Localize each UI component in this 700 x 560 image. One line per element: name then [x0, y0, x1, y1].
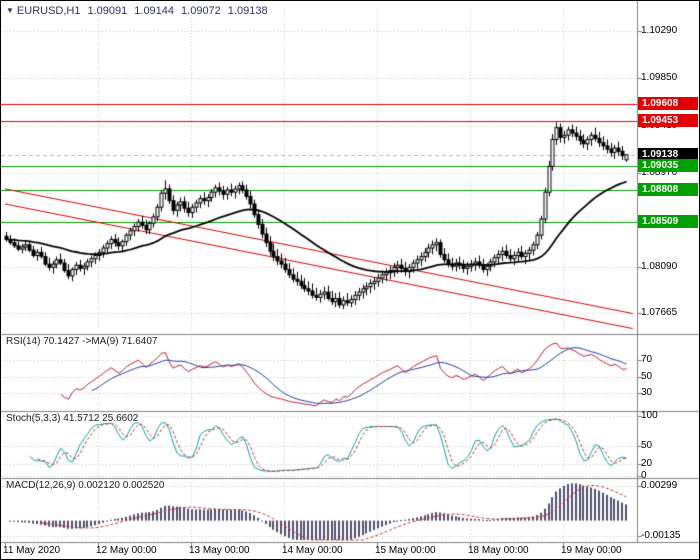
price-axis-tick-label: 1.10290 [641, 25, 678, 36]
stochastic-indicator-label: Stoch(5,3,3) 41.5712 25.6602 [6, 413, 139, 424]
time-axis-label: 19 May 00:00 [561, 545, 622, 556]
symbol-dropdown-arrow-icon: ▼ [6, 6, 14, 15]
rsi-indicator-label: RSI(14) 70.1427 ->MA(9) 71.6407 [6, 336, 158, 347]
chart-header: ▼ EURUSD,H1 1.09091 1.09144 1.09072 1.09138 [6, 5, 268, 17]
rsi-axis-tick-label: 50 [641, 371, 653, 382]
time-axis-label: 18 May 00:00 [468, 545, 529, 556]
price-level-box-resistance: 1.09453 [638, 114, 698, 127]
time-axis-label: 11 May 2020 [3, 545, 61, 556]
macd-axis-tick-label: 0.00299 [641, 480, 678, 491]
time-axis-label: 15 May 00:00 [375, 545, 436, 556]
stoch-axis-tick-label: 0 [641, 470, 647, 481]
time-axis-label: 12 May 00:00 [96, 545, 157, 556]
price-axis-tick-label: 1.08090 [641, 261, 678, 272]
price-axis-tick-label: 1.07665 [641, 307, 678, 318]
stoch-axis-tick-label: 100 [641, 410, 658, 421]
macd-indicator-label: MACD(12,26,9) 0.002120 0.002520 [6, 480, 165, 491]
rsi-axis-tick-label: 70 [641, 354, 653, 365]
price-level-box-support: 1.09035 [638, 159, 698, 172]
quote-low: 1.09072 [181, 5, 221, 17]
price-level-box-support: 1.08808 [638, 183, 698, 196]
price-level-box-support: 1.08509 [638, 215, 698, 228]
price-level-box-current: 1.09138 [638, 148, 698, 161]
time-axis-label: 14 May 00:00 [282, 545, 343, 556]
quote-close: 1.09138 [227, 5, 268, 17]
symbol-period-label: EURUSD,H1 [16, 5, 81, 17]
quote-high: 1.09144 [134, 5, 175, 17]
macd-axis-tick-label: -0.00135 [641, 530, 681, 541]
price-level-box-resistance: 1.09608 [638, 97, 698, 110]
stoch-axis-tick-label: 50 [641, 440, 653, 451]
price-axis-tick-label: 1.09850 [641, 72, 678, 83]
stoch-axis-tick-label: 20 [641, 458, 653, 469]
rsi-axis-tick-label: 30 [641, 387, 653, 398]
time-axis-label: 13 May 00:00 [189, 545, 250, 556]
price-axis-tick-label: 1.08970 [641, 167, 678, 178]
quote-open: 1.09091 [87, 5, 128, 17]
